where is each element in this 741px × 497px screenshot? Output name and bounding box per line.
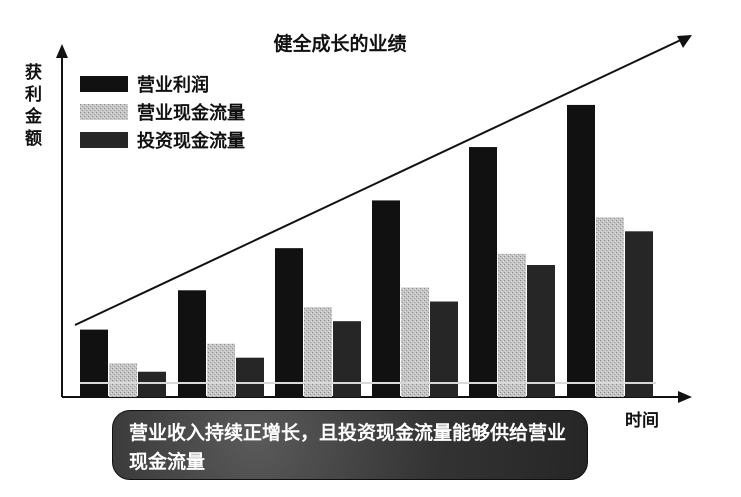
- bar-series-2-group-6: [596, 217, 624, 397]
- bars-group: [80, 104, 656, 397]
- legend-swatch-1: [80, 76, 128, 92]
- bar-series-3-group-6: [625, 231, 653, 397]
- bar-series-3-group-1: [138, 371, 166, 397]
- bar-series-1-group-5: [469, 147, 497, 397]
- x-axis-label: 时间: [625, 410, 659, 431]
- bar-series-3-group-5: [527, 265, 555, 397]
- bar-series-1-group-4: [372, 200, 400, 397]
- legend-label-1: 营业利润: [137, 74, 209, 96]
- y-axis-arrowhead: [56, 44, 68, 58]
- bar-series-2-group-4: [401, 287, 429, 397]
- y-axis-label-char: 金: [24, 106, 43, 127]
- x-axis-arrowhead: [678, 391, 692, 403]
- bar-series-1-group-1: [80, 329, 108, 397]
- legend-label-3: 投资现金流量: [137, 130, 245, 152]
- legend: 营业利润 营业现金流量 投资现金流量: [80, 74, 245, 152]
- bar-series-1-group-3: [275, 248, 303, 397]
- y-axis-label-char: 额: [25, 128, 42, 149]
- trend-arrowhead: [677, 35, 692, 48]
- bar-series-2-group-2: [207, 343, 235, 397]
- bar-series-1-group-2: [178, 290, 206, 397]
- bar-series-3-group-4: [430, 301, 458, 397]
- y-axis-label-char: 获: [25, 62, 42, 83]
- bar-series-1-group-6: [567, 104, 595, 397]
- summary-note: 营业收入持续正增长，且投资现金流量能够供给营业现金流量: [112, 410, 588, 480]
- legend-label-2: 营业现金流量: [137, 102, 245, 124]
- y-axis-label: 获利金额: [24, 62, 43, 149]
- bar-series-2-group-1: [109, 363, 137, 397]
- legend-swatch-3: [80, 132, 128, 148]
- y-axis-label-char: 利: [25, 84, 42, 105]
- chart-title: 健全成长的业绩: [273, 32, 406, 55]
- legend-swatch-2: [80, 104, 128, 120]
- bar-series-2-group-5: [498, 253, 526, 397]
- bar-series-3-group-2: [236, 357, 264, 397]
- bar-series-3-group-3: [333, 321, 361, 397]
- trend-arrow-line: [74, 37, 686, 326]
